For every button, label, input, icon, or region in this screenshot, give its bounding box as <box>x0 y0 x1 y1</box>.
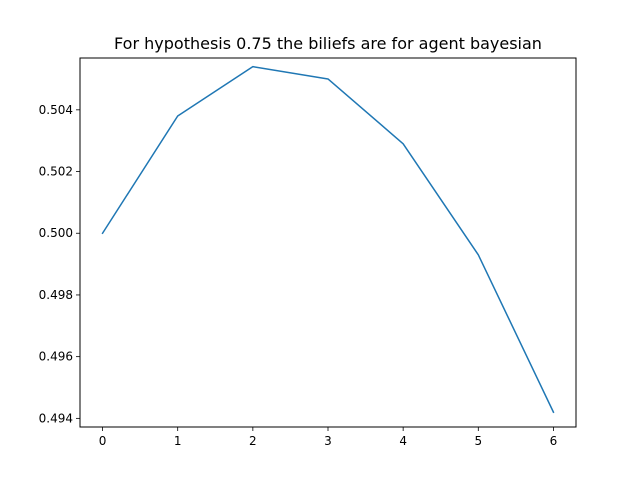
series-line-0 <box>101 65 555 414</box>
y-tick-label: 0.494 <box>39 411 73 425</box>
y-tick-label: 0.504 <box>39 103 73 117</box>
x-tick-label: 0 <box>99 434 107 448</box>
y-tick-label: 0.498 <box>39 288 73 302</box>
x-tick-label: 4 <box>399 434 407 448</box>
x-tick-label: 1 <box>174 434 182 448</box>
y-tick-label: 0.502 <box>39 165 73 179</box>
chart-title: For hypothesis 0.75 the biliefs are for … <box>114 34 542 53</box>
x-tick-label: 6 <box>550 434 558 448</box>
plot-area: 0 1 2 3 4 5 6 0.494 0.496 0.498 0.500 0.502 0.504 <box>39 57 577 448</box>
x-tick-label: 3 <box>324 434 332 448</box>
y-tick-label: 0.496 <box>39 350 73 364</box>
x-tick-label: 5 <box>474 434 482 448</box>
axes-frame <box>79 57 577 428</box>
x-tick-label: 2 <box>249 434 257 448</box>
y-tick-label: 0.500 <box>39 226 73 240</box>
